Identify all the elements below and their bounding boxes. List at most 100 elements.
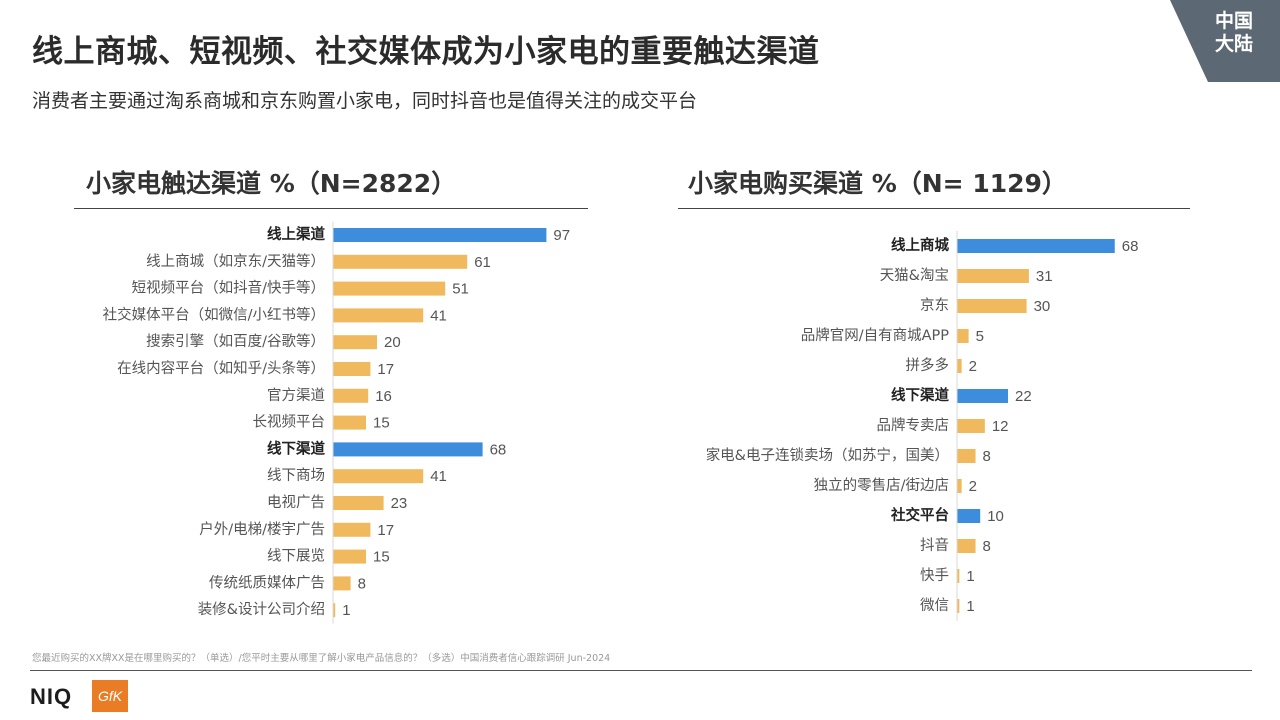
reach-bar [333,415,366,430]
reach-category-label: 官方渠道 [267,387,325,404]
reach-category-label: 线上渠道 [267,225,325,243]
purchase-category-label: 京东 [920,297,949,314]
purchase-value-label: 1 [966,598,974,615]
purchase-bar [957,449,976,463]
page-subtitle: 消费者主要通过淘系商城和京东购置小家电，同时抖音也是值得关注的成交平台 [32,90,698,112]
purchase-value-label: 12 [992,418,1009,435]
reach-category-label: 长视频平台 [253,414,326,431]
reach-bar [333,522,371,537]
reach-category-label: 线上商城（如京东/天猫等） [146,252,325,270]
purchase-value-label: 8 [983,448,991,465]
purchase-chart-title-rule [678,208,1190,209]
purchase-bar [957,299,1027,313]
purchase-category-label: 线下渠道 [891,386,949,404]
purchase-bar [957,599,960,613]
reach-bar [333,603,336,618]
purchase-category-label: 抖音 [920,537,949,554]
region-tag-text: 中国 大陆 [1204,10,1264,56]
purchase-bar [957,239,1115,253]
purchase-value-label: 5 [976,328,984,345]
reach-category-label: 线下展览 [267,548,325,565]
reach-category-label: 线下渠道 [267,439,325,457]
reach-bar [333,308,424,323]
purchase-category-label: 家电&电子连锁卖场（如苏宁，国美） [706,447,949,464]
reach-value-label: 51 [452,281,469,298]
purchase-value-label: 68 [1122,238,1139,255]
reach-value-label: 15 [373,415,390,432]
purchase-bar [957,419,985,433]
reach-value-label: 17 [377,522,394,539]
reach-category-label: 在线内容平台（如知乎/头条等） [117,359,325,377]
region-tag-line-1: 中国 [1214,10,1253,32]
reach-chart-title-rule [74,208,588,209]
purchase-category-label: 微信 [920,597,949,614]
reach-bar [333,549,366,564]
purchase-value-label: 30 [1034,298,1051,315]
purchase-bar [957,539,976,553]
reach-value-label: 1 [342,602,350,619]
purchase-bar [957,389,1009,403]
reach-bar [333,388,369,403]
purchase-category-label: 快手 [920,567,949,584]
purchase-category-label: 社交平台 [890,506,949,524]
reach-value-label: 8 [358,575,366,592]
source-footnote: 您最近购买的XX牌XX是在哪里购买的？（单选）/您平时主要从哪里了解小家电产品信… [32,653,611,664]
purchase-bar [957,479,962,493]
reach-category-label: 户外/电梯/楼宇广告 [199,521,325,538]
purchase-chart-title: 小家电购买渠道 %（N= 1129） [688,169,1067,198]
purchase-bar [957,269,1029,283]
reach-value-label: 23 [391,495,408,512]
reach-category-label: 社交媒体平台（如微信/小红书等） [103,305,325,323]
gfk-logo: GfK [92,680,128,712]
reach-value-label: 41 [430,468,447,485]
reach-value-label: 68 [490,441,507,458]
reach-value-label: 16 [375,388,392,405]
purchase-category-label: 天猫&淘宝 [880,267,949,284]
region-tab-polygon [1170,0,1280,82]
region-tag-line-2: 大陆 [1214,33,1253,55]
reach-channel-bar-chart: 线上渠道 97 线上商城（如京东/天猫等） 61 短视频平台（如抖音/快手等） 51 社交媒… [103,221,570,624]
reach-bar [333,228,547,242]
reach-value-label: 20 [384,334,401,351]
reach-bar [333,496,384,510]
purchase-value-label: 2 [969,358,977,375]
reach-bar [333,576,351,591]
purchase-category-label: 线上商城 [891,236,949,254]
reach-category-label: 传统纸质媒体广告 [209,574,325,591]
reach-bar [333,442,483,457]
purchase-value-label: 2 [969,478,977,495]
reach-category-label: 装修&设计公司介绍 [198,601,325,618]
reach-category-label: 搜索引擎（如百度/谷歌等） [146,332,325,350]
reach-category-label: 线下商场 [267,467,325,484]
reach-value-label: 41 [430,307,447,324]
reach-value-label: 97 [553,227,570,244]
purchase-value-label: 22 [1015,388,1032,405]
reach-value-label: 61 [474,254,491,271]
purchase-category-label: 拼多多 [906,357,950,374]
purchase-value-label: 1 [966,568,974,585]
purchase-value-label: 8 [983,538,991,555]
purchase-value-label: 31 [1036,268,1053,285]
purchase-category-label: 品牌专卖店 [877,417,950,434]
page-title: 线上商城、短视频、社交媒体成为小家电的重要触达渠道 [32,34,820,70]
purchase-bar [957,569,960,583]
reach-category-label: 电视广告 [267,494,325,511]
reach-bar [333,281,446,296]
reach-bar [333,335,377,350]
reach-value-label: 17 [377,361,394,378]
purchase-category-label: 品牌官网/自有商城APP [801,327,950,344]
reach-bar [333,469,424,484]
reach-value-label: 15 [373,549,390,566]
purchase-bar [957,509,981,523]
region-tab-shape [1170,0,1280,82]
purchase-bar [957,329,969,343]
footer-rule [30,670,1252,671]
reach-category-label: 短视频平台（如抖音/快手等） [132,279,325,297]
niq-logo: NIQ [30,684,73,709]
reach-chart-title: 小家电触达渠道 %（N=2822） [86,169,457,198]
reach-bar [333,254,468,269]
purchase-value-label: 10 [987,508,1004,525]
purchase-bar [957,359,962,373]
reach-bar [333,362,371,376]
